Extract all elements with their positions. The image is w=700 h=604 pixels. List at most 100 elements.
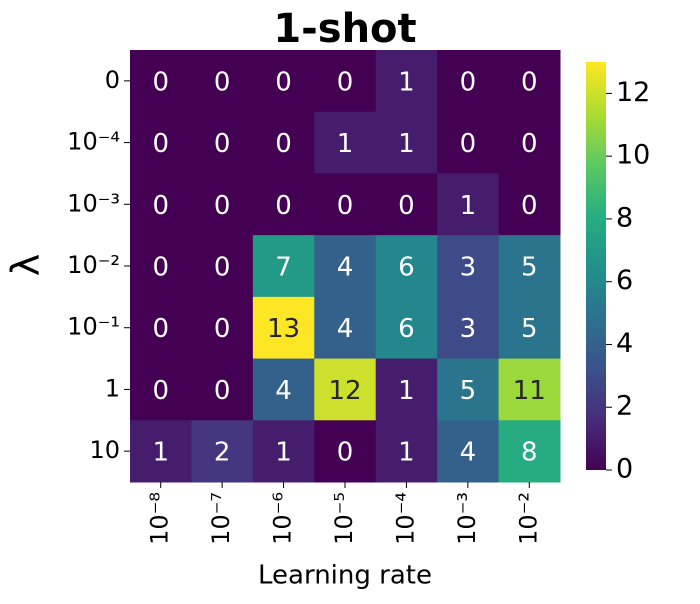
cell-label: 1 <box>275 438 292 468</box>
colorbar <box>586 62 606 470</box>
heatmap-cell <box>130 420 192 483</box>
cell-label: 0 <box>214 253 231 283</box>
cell-label: 0 <box>398 191 415 221</box>
x-tick-label: 10⁻⁵ <box>330 492 358 545</box>
x-tick-label: 10⁻² <box>514 492 542 545</box>
colorbar-tick-label: 0 <box>616 454 633 485</box>
heatmap-cell <box>498 358 561 421</box>
y-tick-label: 10⁻² <box>67 251 120 279</box>
colorbar-tick-label: 2 <box>616 391 633 422</box>
heatmap-cell <box>130 111 192 174</box>
cell-label: 0 <box>214 67 231 97</box>
heatmap-cell <box>498 235 561 298</box>
cell-label: 12 <box>328 376 361 406</box>
heatmap-cell <box>498 420 561 483</box>
heatmap-cell <box>191 50 254 113</box>
colorbar-tick-label: 10 <box>616 140 650 171</box>
x-axis-label: Learning rate <box>258 561 432 591</box>
chart-title: 1-shot <box>273 6 416 52</box>
cell-label: 0 <box>337 67 354 97</box>
heatmap-cell <box>375 111 438 174</box>
x-tick-label: 10⁻⁴ <box>391 492 419 545</box>
cell-label: 0 <box>521 67 538 97</box>
heatmap-cell <box>314 173 377 236</box>
heatmap-cell <box>498 50 561 113</box>
heatmap-cell <box>437 235 500 298</box>
heatmap-cell <box>191 173 254 236</box>
colorbar-tick-label: 6 <box>616 265 633 296</box>
cell-label: 5 <box>521 314 538 344</box>
heatmap-cell <box>252 420 315 483</box>
heatmap-cell <box>375 296 438 360</box>
y-tick-label: 10 <box>89 436 120 464</box>
cell-label: 3 <box>460 314 477 344</box>
x-tick-label: 10⁻³ <box>453 492 481 545</box>
cell-label: 8 <box>521 438 538 468</box>
cell-label: 1 <box>398 376 415 406</box>
cell-label: 1 <box>337 129 354 159</box>
cell-label: 1 <box>398 438 415 468</box>
cell-label: 1 <box>398 67 415 97</box>
heatmap-cell <box>252 111 315 174</box>
cell-label: 0 <box>214 191 231 221</box>
heatmap-cell <box>130 173 192 236</box>
cell-label: 1 <box>398 129 415 159</box>
heatmap-cell <box>498 173 561 236</box>
heatmap-cell <box>252 235 315 298</box>
y-tick-label: 0 <box>105 66 120 94</box>
cell-label: 0 <box>337 438 354 468</box>
heatmap-cell <box>314 296 377 360</box>
cell-label: 5 <box>521 253 538 283</box>
cell-label: 0 <box>214 129 231 159</box>
heatmap-cell <box>314 235 377 298</box>
heatmap-cell <box>314 50 377 113</box>
cell-label: 0 <box>460 67 477 97</box>
heatmap-cell <box>191 358 254 421</box>
heatmap-cell <box>375 173 438 236</box>
cell-label: 0 <box>214 314 231 344</box>
colorbar-tick-label: 8 <box>616 202 633 233</box>
cell-label: 4 <box>337 314 354 344</box>
heatmap-cell <box>375 358 438 421</box>
cell-label: 0 <box>152 129 169 159</box>
heatmap-cell <box>437 358 500 421</box>
cell-label: 0 <box>152 253 169 283</box>
cell-label: 11 <box>513 376 546 406</box>
heatmap-cell <box>498 111 561 174</box>
heatmap-cell <box>437 50 500 113</box>
heatmap-cell <box>437 296 500 360</box>
heatmap-cell <box>498 296 561 360</box>
cell-label: 0 <box>275 191 292 221</box>
heatmap-cell <box>314 420 377 483</box>
cell-label: 0 <box>521 129 538 159</box>
cell-label: 4 <box>337 253 354 283</box>
cell-label: 3 <box>460 253 477 283</box>
heatmap-cell <box>252 173 315 236</box>
heatmap-cell <box>314 111 377 174</box>
heatmap-cell <box>191 111 254 174</box>
cell-label: 0 <box>521 191 538 221</box>
cell-label: 2 <box>214 438 231 468</box>
cell-label: 0 <box>460 129 477 159</box>
cell-label: 5 <box>460 376 477 406</box>
y-tick-label: 1 <box>105 374 120 402</box>
cell-label: 4 <box>275 376 292 406</box>
heatmap-cell <box>130 50 192 113</box>
heatmap-cell <box>252 358 315 421</box>
colorbar-tick-label: 4 <box>616 328 633 359</box>
heatmap-cell <box>191 296 254 360</box>
cell-label: 1 <box>460 191 477 221</box>
y-tick-label: 10⁻³ <box>67 189 120 217</box>
x-tick-label: 10⁻⁶ <box>269 492 297 545</box>
heatmap-cell <box>437 420 500 483</box>
heatmap-cell <box>252 296 315 360</box>
cell-label: 0 <box>152 376 169 406</box>
heatmap-cell <box>130 358 192 421</box>
colorbar-tick-label: 12 <box>616 77 650 108</box>
heatmap-cell <box>375 50 438 113</box>
heatmap-cell <box>437 173 500 236</box>
heatmap-cell <box>130 296 192 360</box>
x-tick-label: 10⁻⁸ <box>146 492 174 545</box>
heatmap-cell <box>375 235 438 298</box>
